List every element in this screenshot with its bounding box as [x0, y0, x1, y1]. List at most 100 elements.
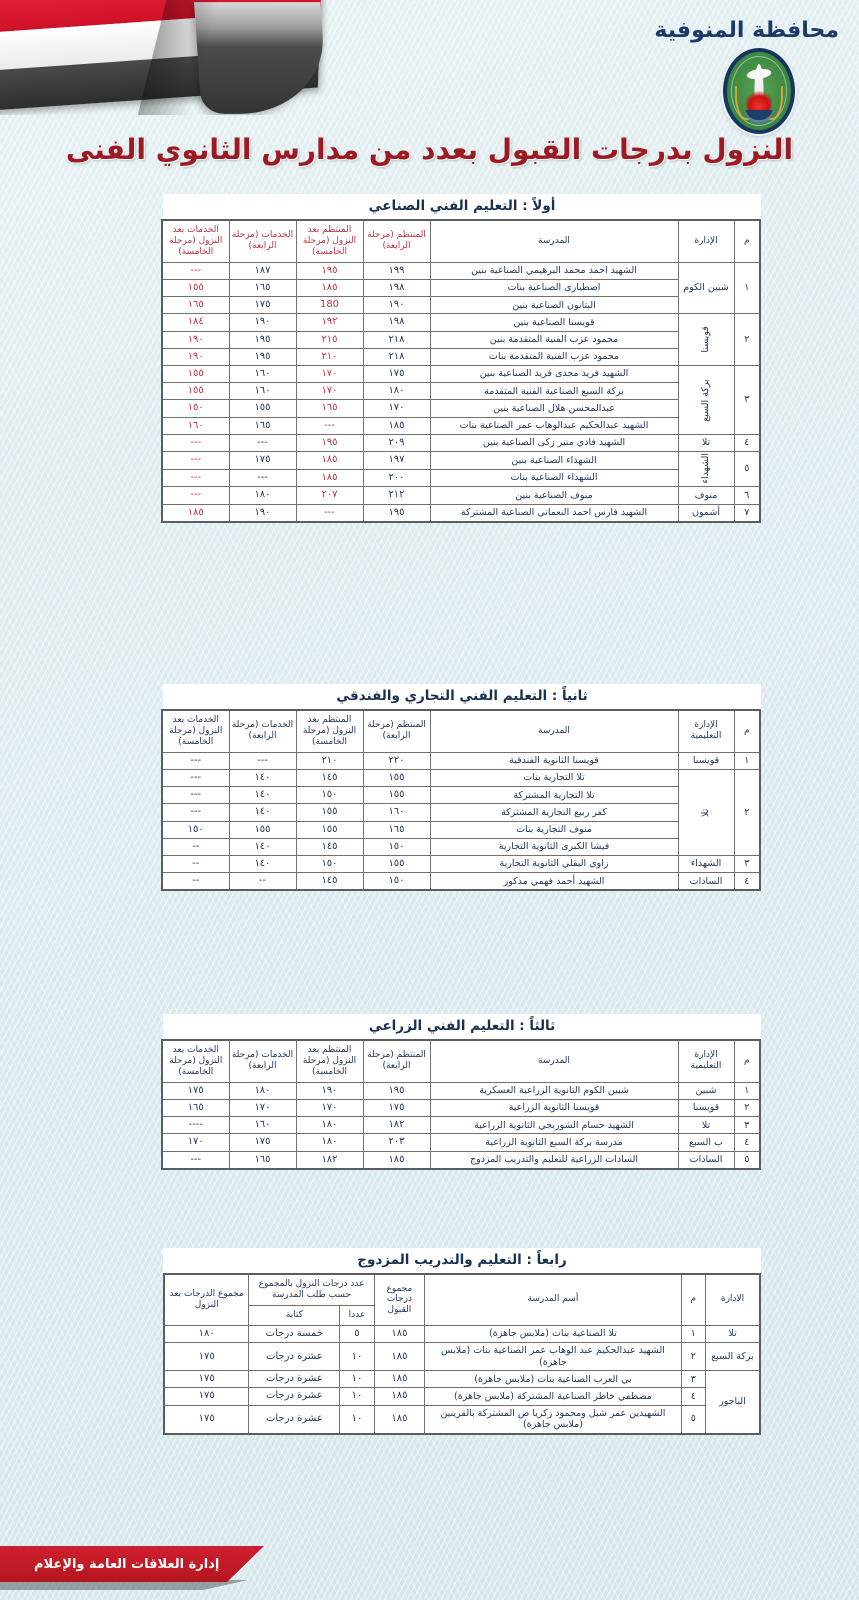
row-school-name: الشهيد فارس احمد النعماني الصناعية المشت…	[429, 503, 679, 523]
row-index: ٣	[733, 855, 761, 874]
row-administration: تلا	[677, 1116, 735, 1135]
cell-regular-stage4: ١٩٧	[362, 450, 431, 470]
cell-services-stage4: ١٨٧	[228, 261, 297, 281]
cell-regular-stage4: ١٩٩	[362, 261, 431, 281]
col-admin: الإدارة	[677, 219, 735, 263]
cell-regular-after-drop: ١٨٥	[295, 279, 364, 298]
cell-services-after-drop: ١٧٠	[161, 1133, 230, 1152]
section-commercial-hotel: ثانياً : التعليم الفني التجاري والفندقي …	[161, 684, 761, 892]
cell-regular-after-drop: ١٤٥	[295, 837, 364, 857]
cell-services-after-drop: ---	[161, 261, 230, 281]
cell-services-stage4: ١٧٠	[228, 1099, 297, 1118]
table-row: ٥ الشهيدين عمر شبل ومحمود زكريا ص المشترك…	[163, 1404, 760, 1435]
cell-regular-after-drop: ١٨٠	[295, 1133, 364, 1152]
row-school-name: عبدالمحسن هلال الصناعية بنين	[429, 399, 679, 418]
table-header: الادارة م أسم المدرسة مجموع درجات القبول…	[163, 1273, 761, 1326]
col-drop-written: كتابة	[248, 1304, 341, 1326]
col-index: م	[733, 219, 761, 263]
row-school-name: محمود عزب الفنية المتقدمة بنات	[429, 347, 679, 367]
col-regular-after-drop: المنتظم بعد النزول (مرحلة الخامسة)	[295, 709, 364, 753]
row-administration: شبين	[677, 1081, 735, 1101]
row-school-name: الشهيد فادي منير زكى الصناعية بنين	[429, 433, 679, 452]
section-industrial: أولاً : التعليم الفني الصناعي م الإدارة …	[161, 194, 761, 523]
cell-regular-after-drop: ١٧٠	[295, 382, 364, 401]
col-drop-numeric: عددا	[339, 1304, 375, 1326]
cell-regular-after-drop: ٢١٠	[295, 347, 364, 367]
footer-shadow	[0, 1580, 248, 1590]
row-administration: تلا	[677, 433, 735, 452]
row-index: ٢	[733, 1099, 761, 1118]
row-administration: تلا	[678, 769, 734, 856]
cell-services-stage4: ١٧٥	[228, 296, 297, 315]
col-services-stage4: الخدمات (مرحلة الرابعة)	[228, 219, 297, 263]
cell-services-after-drop: --	[161, 855, 230, 874]
row-administration: بركة السبع	[678, 365, 734, 435]
cell-services-stage4: ١٤٠	[228, 837, 297, 857]
cell-services-stage4: ١٩٥	[228, 347, 297, 367]
cell-services-after-drop: ---	[161, 486, 230, 505]
cell-regular-stage4: ١٦٠	[362, 803, 431, 822]
table-body: ١ شبين الكوم الشهيد احمد محمد البرهيمي الص…	[161, 261, 761, 523]
table-row: منوف التجارية بنات ١٦٥ ١٥٥ ١٥٥ ١٥٠	[161, 820, 760, 839]
table-row: ٣ الشهداء زاوي البقلي الثانوية التجارية ١٥٥…	[161, 855, 761, 874]
cell-regular-stage4: ٢١٨	[362, 330, 431, 349]
table-row: ٢ تلا تلا التجارية بنات ١٥٥ ١٤٥ ١٤٠ ---	[161, 769, 761, 857]
cell-regular-after-drop: ---	[295, 503, 364, 523]
cell-regular-stage4: ١٨٥	[362, 416, 431, 435]
row-school-name: الشهيد حسام الشوربجي الثانوية الزراعية	[429, 1116, 679, 1135]
table-row: كفر ربيع التجارية المشتركة ١٦٠ ١٥٥ ١٤٠ ---	[161, 803, 760, 822]
table-row: تلا التجارية المشتركة ١٥٥ ١٥٠ ١٤٠ ---	[161, 786, 760, 805]
cell-regular-stage4: ١٩٥	[362, 503, 431, 523]
row-school-name: الشهيد أحمد فهمي مدكور	[429, 872, 679, 891]
cell-total-accept: ١٨٥	[373, 1342, 426, 1372]
table-row: ٢ قويسنا قويسنا الصناعية بنين ١٩٨ ١٩٢ ١٩٠ ١٨٤	[161, 313, 761, 367]
table-row: ٧ أشمون الشهيد فارس احمد النعماني الصناعية…	[161, 503, 761, 523]
row-index: ٢	[733, 769, 761, 857]
cell-regular-stage4: ٢١٢	[362, 486, 431, 505]
col-index: م	[733, 709, 761, 753]
col-services-after-drop: الخدمات بعد النزول (مرحلة الخامسة)	[161, 709, 230, 753]
cell-services-stage4: ١٦٥	[228, 1150, 297, 1170]
row-school-name: قويسنا الثانوية الفندقية	[429, 751, 679, 771]
table-header: م الإدارة المدرسة المنتظم (مرحلة الرابعة…	[161, 219, 761, 263]
row-school-name: بركة السبع الصناعية الفنية المتقدمة	[429, 382, 679, 401]
col-regular-stage4: المنتظم (مرحلة الرابعة)	[362, 709, 431, 753]
table-row: الشهيد عبدالحكيم عبدالوهاب عمر الصناعية …	[161, 416, 760, 435]
cell-total-accept: ١٨٥	[373, 1387, 426, 1406]
cell-total-after: ١٨٠	[163, 1324, 250, 1344]
row-school-name: الشهيد عبدالحكيم عبدالوهاب عمر الصناعية …	[429, 416, 679, 435]
cell-services-after-drop: ١٥٠	[161, 820, 230, 839]
cell-services-after-drop: --	[161, 872, 230, 891]
cell-total-accept: ١٨٥	[373, 1404, 426, 1435]
row-index: ١	[733, 751, 761, 771]
cell-services-stage4: ١٩٠	[228, 503, 297, 523]
cell-services-stage4: ١٥٥	[228, 399, 297, 418]
row-school-name: اصطبارى الصناعية بنات	[429, 279, 679, 298]
cell-regular-stage4: ٢٢٠	[362, 751, 431, 771]
col-school: المدرسة	[429, 709, 679, 753]
table-row: البتانون الصناعية بنين ١٩٠ 180 ١٧٥ ١٦٥	[161, 296, 760, 315]
cell-regular-stage4: ١٩٠	[362, 296, 431, 315]
row-administration: الباجور	[704, 1370, 761, 1435]
cell-regular-after-drop: ١٩٥	[295, 433, 364, 452]
row-school-name: البتانون الصناعية بنين	[429, 296, 679, 315]
row-administration: قويسنا	[677, 751, 735, 771]
cell-regular-stage4: ٢٠٠	[362, 468, 431, 488]
cell-services-after-drop: ١٥٥	[161, 382, 230, 401]
cell-services-stage4: ---	[228, 468, 297, 488]
cell-services-after-drop: ---	[161, 751, 230, 771]
col-school: المدرسة	[429, 1039, 679, 1083]
cell-regular-after-drop: ١٨٥	[295, 468, 364, 488]
cell-services-after-drop: ----	[161, 1116, 230, 1135]
cell-drop-written: عشرة درجات	[248, 1342, 341, 1372]
row-school-name: كفر ربيع التجارية المشتركة	[429, 803, 679, 822]
row-index: ٤	[680, 1387, 706, 1406]
cell-total-after: ١٧٥	[163, 1387, 250, 1406]
row-school-name: الشهيد فريد مجدى فريد الصناعية بنين	[429, 365, 679, 384]
table-row: ٣ بركة السبع الشهيد فريد مجدى فريد الصناعي…	[161, 365, 761, 435]
table-row: ٤ مصطفي خاطر الصناعية المشتركة (ملابس جاه…	[163, 1387, 760, 1406]
cell-services-after-drop: ---	[161, 803, 230, 822]
col-regular-stage4: المنتظم (مرحلة الرابعة)	[362, 219, 431, 263]
cell-services-after-drop: ١٧٥	[161, 1081, 230, 1101]
top-banner: محافظة المنوفية	[0, 0, 859, 134]
